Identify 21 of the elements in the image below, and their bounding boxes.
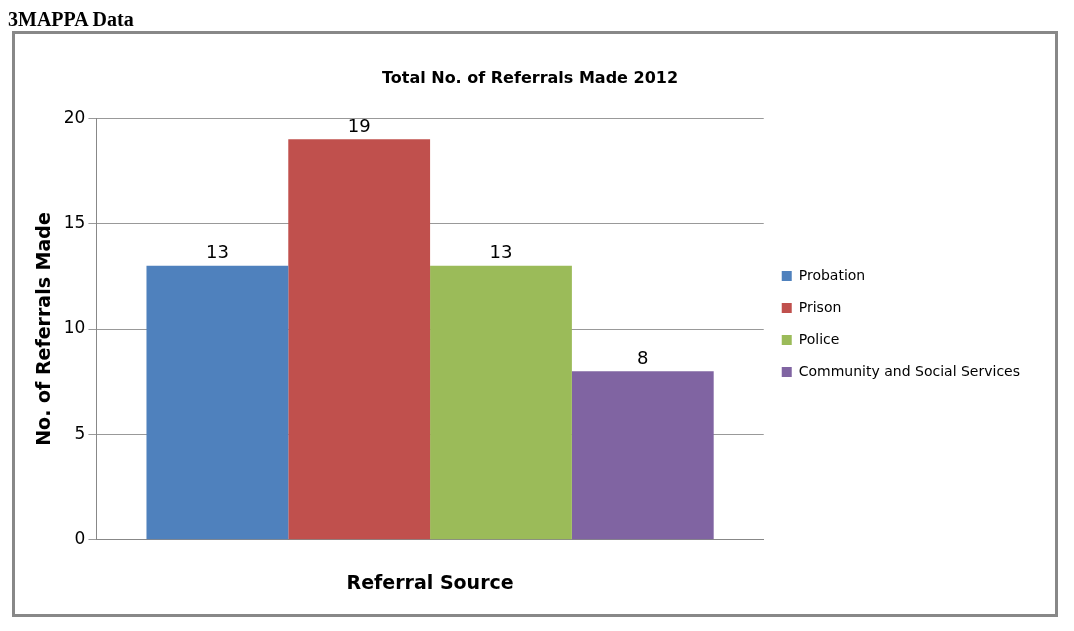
bar bbox=[146, 265, 289, 540]
bar bbox=[430, 265, 572, 540]
bar bbox=[571, 371, 714, 540]
legend-label: Prison bbox=[798, 298, 842, 315]
y-tick-label: 15 bbox=[63, 212, 86, 233]
y-axis-title: No. of Referrals Made bbox=[32, 212, 55, 446]
y-tick-label: 20 bbox=[63, 106, 86, 127]
y-tick-label: 10 bbox=[63, 317, 86, 338]
y-tick-label: 0 bbox=[74, 528, 86, 549]
legend-label: Police bbox=[798, 330, 840, 347]
data-label: 8 bbox=[637, 346, 649, 368]
text: 3MAPPA Data bbox=[8, 8, 135, 31]
data-label: 19 bbox=[347, 114, 371, 136]
data-label: 13 bbox=[489, 241, 513, 263]
data-label: 13 bbox=[205, 241, 229, 263]
chart-title: Total No. of Referrals Made 2012 bbox=[381, 67, 679, 87]
legend-label: Community and Social Services bbox=[798, 362, 1021, 379]
bar bbox=[288, 139, 431, 540]
y-tick-label: 5 bbox=[74, 422, 86, 443]
x-axis-title: Referral Source bbox=[346, 570, 514, 593]
legend-label: Probation bbox=[798, 266, 866, 283]
